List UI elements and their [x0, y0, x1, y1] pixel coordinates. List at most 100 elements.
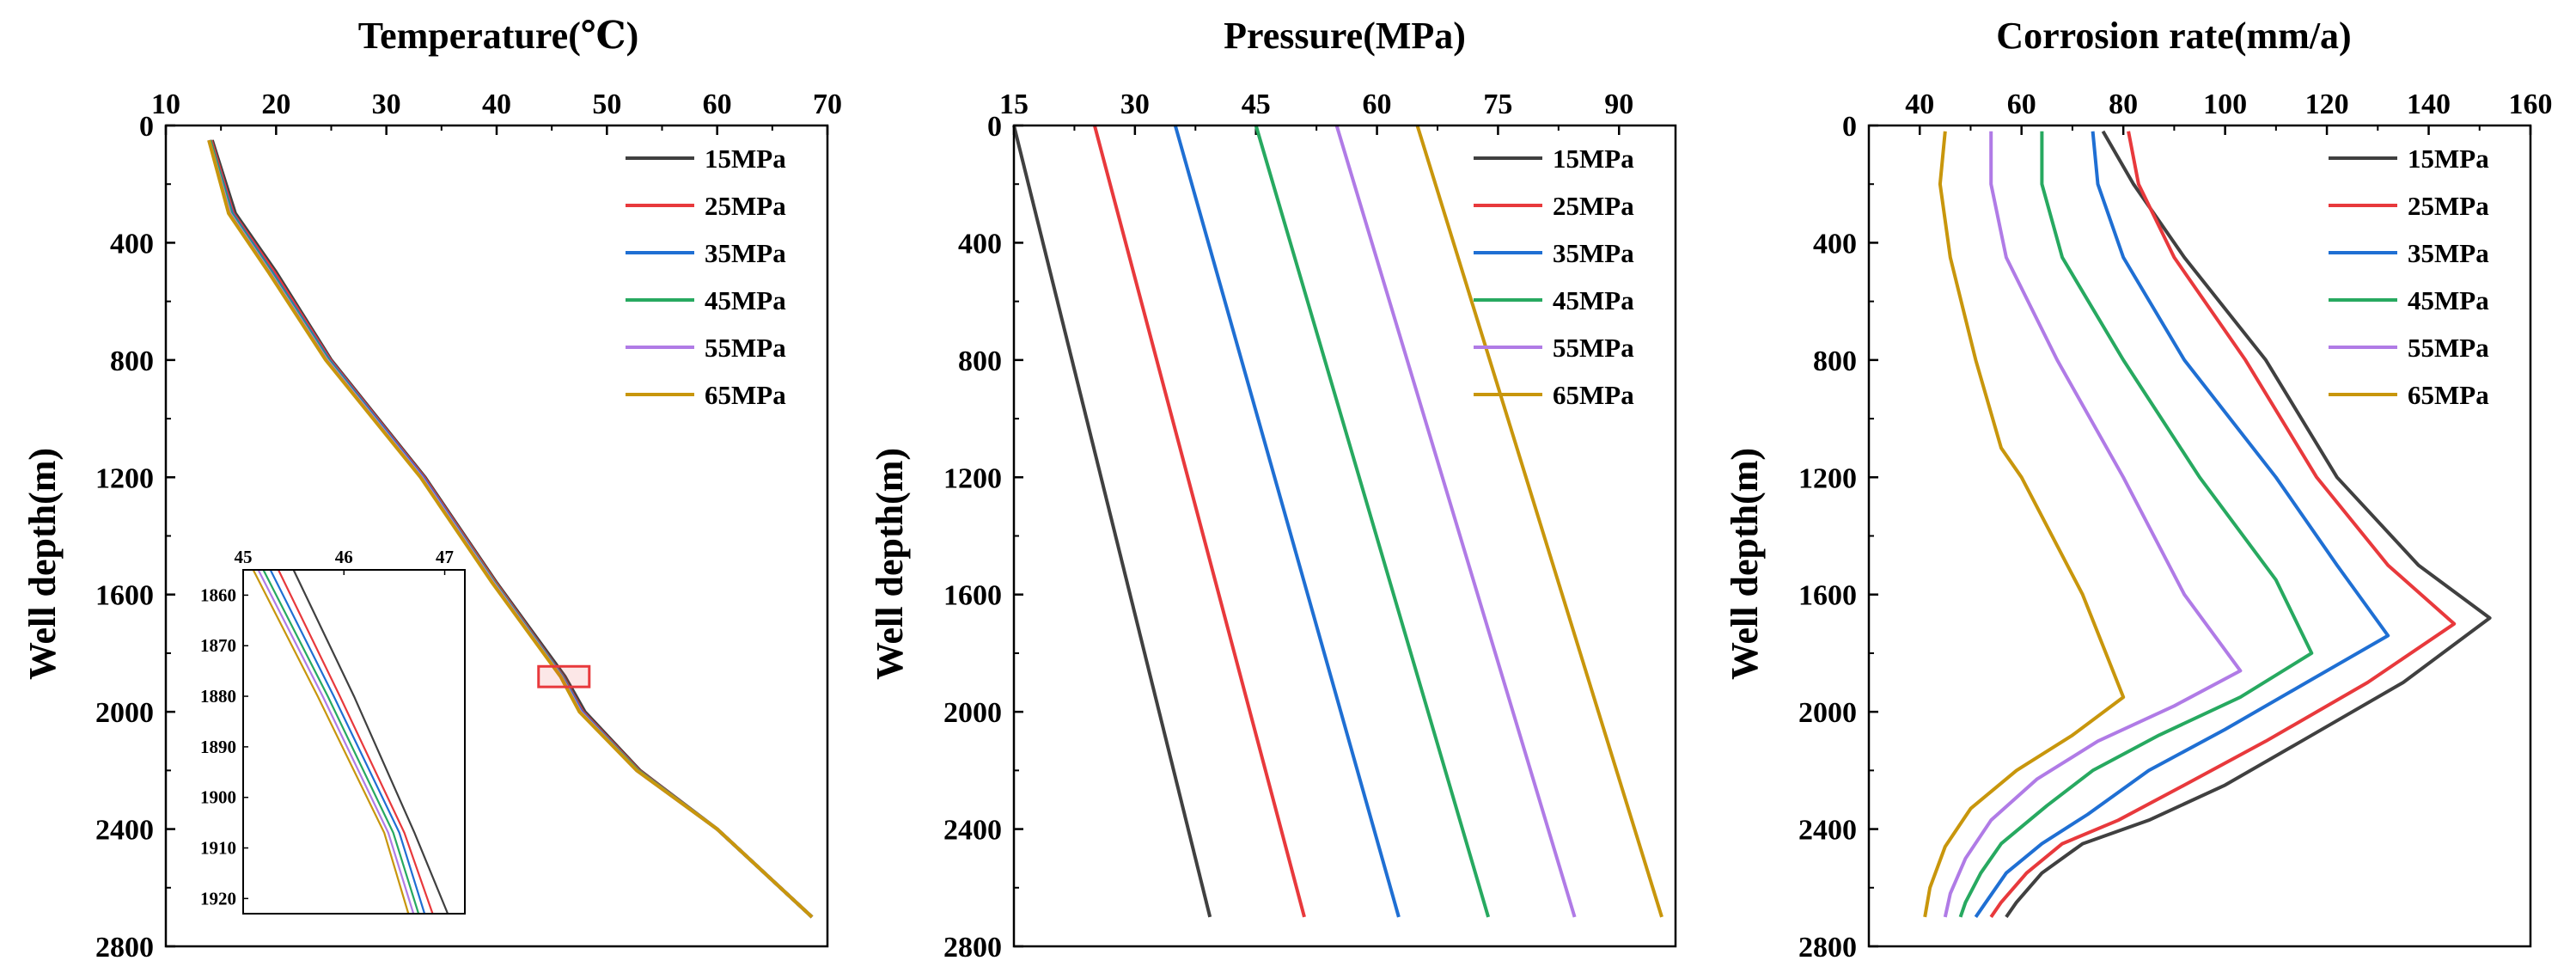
legend-label-55MPa: 55MPa [1553, 333, 1634, 363]
ticks-temperature: 10 20 30 40 50 60 70 0 400 800 1200 1600 2000 2400 280… [95, 89, 842, 964]
panel-corrosion-rate: Corrosion rate(mm/a) Well depth(m) 40 60 8… [1724, 15, 2553, 964]
y-tick-label: 2000 [943, 697, 1002, 729]
series-line-55MPa [1943, 131, 2243, 918]
inset-frame [242, 569, 466, 915]
y-tick-label: 0 [139, 111, 154, 143]
y-axis-title-corrosion-rate: Well depth(m) [1724, 448, 1766, 680]
inset-y-tick-label: 1870 [200, 635, 236, 656]
series-temperature [207, 139, 814, 919]
x-tick-label: 60 [703, 89, 732, 120]
y-tick-label: 2400 [95, 815, 154, 847]
series-line-55MPa [1334, 125, 1577, 918]
legend-label-45MPa: 45MPa [1553, 285, 1634, 315]
x-tick-label: 30 [372, 89, 401, 120]
x-tick-label: 90 [1604, 89, 1633, 120]
panel-title-pressure: Pressure(MPa) [1224, 15, 1466, 57]
y-tick-label: 400 [1813, 228, 1857, 260]
x-tick-label: 50 [592, 89, 621, 120]
y-tick-label: 2000 [95, 697, 154, 729]
y-tick-label: 1600 [95, 580, 154, 612]
legend-label-25MPa: 25MPa [2408, 191, 2489, 221]
inset-zoom-temperature: 45 46 47 1860 1870 1880 1890 1900 1910 1920 [200, 547, 466, 915]
legend-label-55MPa: 55MPa [705, 333, 786, 363]
panel-title-temperature: Temperature(℃) [358, 15, 638, 57]
inset-y-tick-label: 1920 [200, 888, 236, 909]
inset-y-tick-label: 1860 [200, 584, 236, 605]
x-tick-label: 70 [813, 89, 842, 120]
x-tick-label: 20 [261, 89, 290, 120]
x-tick-label: 15 [999, 89, 1029, 120]
y-tick-label: 800 [110, 346, 154, 377]
y-axis-title-temperature: Well depth(m) [21, 448, 64, 680]
y-tick-label: 2400 [943, 815, 1002, 847]
x-tick-label: 40 [1905, 89, 1934, 120]
y-tick-label: 2800 [95, 932, 154, 964]
plot-frame-pressure [1012, 124, 1677, 948]
series-line-45MPa [1958, 131, 2314, 918]
y-tick-label: 2000 [1798, 697, 1857, 729]
series-corrosion-rate [1923, 130, 2492, 919]
inset-background [243, 570, 465, 914]
panel-temperature: Temperature(℃) Well depth(m) 10 20 30 40 50 6… [21, 15, 842, 964]
series-line-65MPa [1923, 131, 2126, 918]
inset-y-tick-label: 1900 [200, 787, 236, 808]
inset-series-line-45MPa [262, 569, 420, 915]
legend-label-65MPa: 65MPa [705, 380, 786, 410]
ticks-pressure: 15 30 45 60 75 90 0 400 800 1200 1600 2000 2400 2800 [943, 89, 1633, 964]
x-tick-label: 10 [151, 89, 180, 120]
legend-label-15MPa: 15MPa [705, 144, 786, 174]
inset-y-tick-label: 1910 [200, 838, 236, 859]
series-line-15MPa [1012, 125, 1212, 918]
inset-series-line-55MPa [257, 569, 415, 915]
legend-corrosion-rate: 15MPa 25MPa 35MPa 45MPa 55MPa 65MPa [2329, 144, 2489, 410]
series-line-45MPa [1254, 125, 1491, 918]
legend-label-55MPa: 55MPa [2408, 333, 2489, 363]
y-tick-label: 0 [987, 111, 1002, 143]
inset-series-line-15MPa [292, 569, 449, 915]
y-tick-label: 1600 [943, 580, 1002, 612]
x-tick-label: 45 [1242, 89, 1271, 120]
y-tick-label: 1600 [1798, 580, 1857, 612]
legend-label-35MPa: 35MPa [2408, 238, 2489, 268]
y-tick-label: 2400 [1798, 815, 1857, 847]
series-line-25MPa [1092, 125, 1306, 918]
x-tick-label: 75 [1483, 89, 1512, 120]
legend-label-65MPa: 65MPa [1553, 380, 1634, 410]
y-tick-label: 800 [1813, 346, 1857, 377]
y-tick-label: 1200 [943, 462, 1002, 494]
legend-temperature: 15MPa 25MPa 35MPa 45MPa 55MPa 65MPa [626, 144, 786, 410]
legend-label-15MPa: 15MPa [1553, 144, 1634, 174]
x-tick-label: 30 [1120, 89, 1150, 120]
zoom-box-rect [537, 664, 591, 688]
series-line-15MPa [2005, 130, 2492, 919]
inset-y-tick-label: 1890 [200, 737, 236, 757]
inset-series-line-35MPa [269, 569, 426, 915]
inset-x-tick-label: 45 [235, 547, 253, 567]
x-tick-label: 60 [2007, 89, 2036, 120]
series-line-65MPa [1415, 125, 1663, 918]
legend-label-15MPa: 15MPa [2408, 144, 2489, 174]
x-tick-label: 40 [482, 89, 511, 120]
x-tick-label: 100 [2203, 89, 2247, 120]
y-tick-label: 400 [110, 228, 154, 260]
y-tick-label: 1200 [95, 462, 154, 494]
panel-title-corrosion-rate: Corrosion rate(mm/a) [1996, 15, 2351, 57]
series-line-25MPa [1989, 131, 2457, 919]
series-line-35MPa [1974, 131, 2390, 919]
inset-series-line-25MPa [278, 569, 434, 915]
y-tick-label: 400 [958, 228, 1002, 260]
y-axis-title-pressure: Well depth(m) [869, 448, 911, 680]
y-tick-label: 0 [1842, 111, 1857, 143]
y-tick-label: 2800 [943, 932, 1002, 964]
inset-y-tick-label: 1880 [200, 686, 236, 707]
legend-label-25MPa: 25MPa [705, 191, 786, 221]
legend-label-35MPa: 35MPa [705, 238, 786, 268]
x-tick-label: 140 [2407, 89, 2451, 120]
x-tick-label: 120 [2305, 89, 2349, 120]
legend-label-65MPa: 65MPa [2408, 380, 2489, 410]
x-tick-label: 60 [1363, 89, 1392, 120]
inset-x-tick-label: 47 [436, 547, 454, 567]
series-line-65MPa [207, 139, 814, 919]
x-tick-label: 80 [2109, 89, 2138, 120]
legend-label-25MPa: 25MPa [1553, 191, 1634, 221]
